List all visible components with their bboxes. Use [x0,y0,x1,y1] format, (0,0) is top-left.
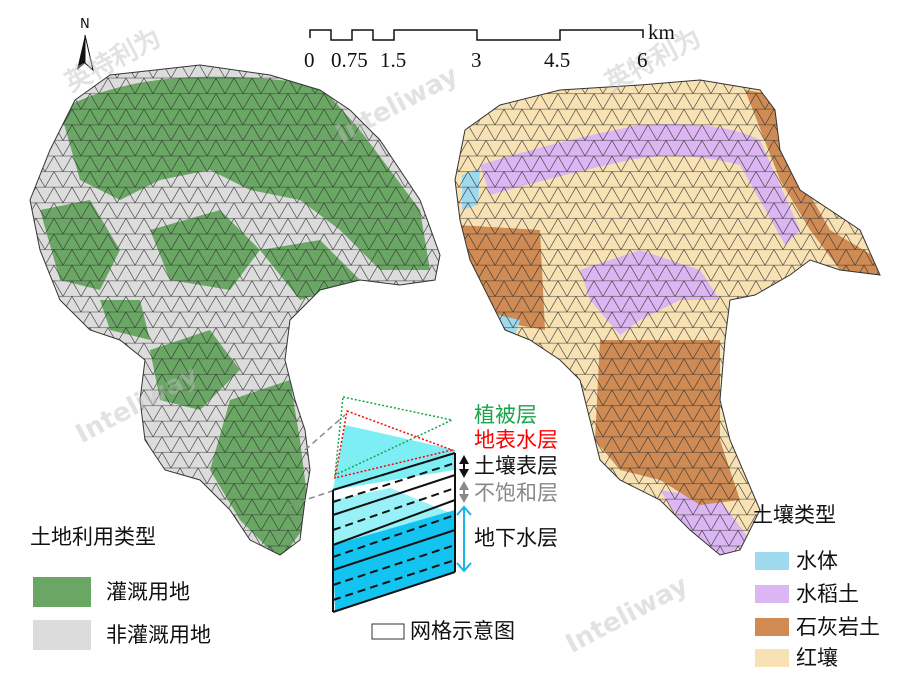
irrigated-swatch [33,577,91,607]
layer-arrows [456,455,472,573]
vegetation-layer-outline [334,396,455,477]
paddy-soil-swatch [755,585,789,603]
vegetation-layer-label: 植被层 [474,403,537,427]
red-soil-swatch [755,649,789,667]
non-irrigated-swatch [33,620,91,650]
scale-bar [309,29,644,41]
unsaturated-layer-label: 不饱和层 [474,481,558,505]
surface-water-layer-outline [334,409,455,479]
non-irrigated-label: 非灌溉用地 [106,623,211,647]
scale-tick-4.5: 4.5 [544,48,571,72]
groundwater-fill [333,510,455,612]
grid-legend-swatch [371,623,405,640]
north-label: N [80,17,90,32]
soil-boundary [454,79,881,556]
water-body-swatch [755,552,789,570]
irrigated-label: 灌溉用地 [106,580,190,604]
scale-unit: km [648,20,675,44]
scale-tick-0: 0 [304,48,315,72]
scale-tick-6: 6 [637,48,648,72]
soil-surface-layer-label: 土壤表层 [474,454,558,478]
limestone-soil-swatch [755,618,789,636]
water-body-label: 水体 [796,549,838,573]
surface-water-layer-label: 地表水层 [474,428,558,452]
grid-schematic [289,396,472,640]
paddy-soil-label: 水稻土 [796,582,859,606]
soil-legend-title: 土壤类型 [752,503,836,527]
scale-tick-1.5: 1.5 [380,48,407,72]
grid-schematic-caption: 网格示意图 [410,619,515,643]
scale-tick-3: 3 [471,48,482,72]
north-arrow-icon [77,34,94,72]
land-use-boundary [29,64,441,556]
groundwater-layer-label: 地下水层 [474,526,558,550]
land-use-legend-title: 土地利用类型 [30,525,156,549]
limestone-soil-label: 石灰岩土 [796,615,880,639]
scale-tick-0.75: 0.75 [331,48,368,72]
red-soil-label: 红壤 [796,646,838,670]
